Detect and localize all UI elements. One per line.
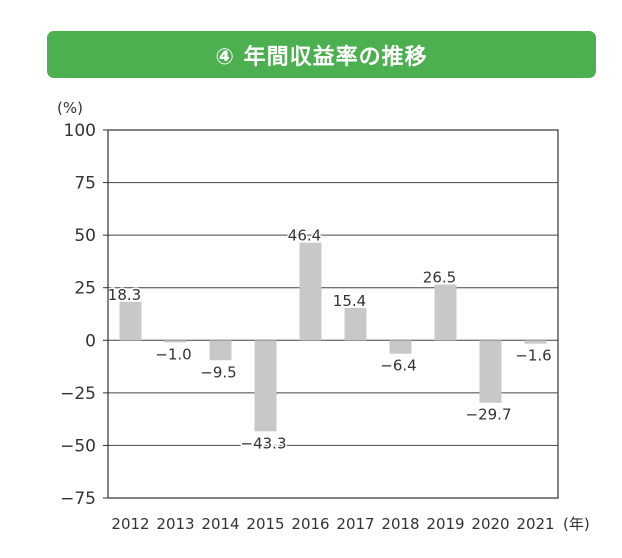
- bar: [254, 340, 277, 432]
- x-tick-label: 2020: [471, 515, 509, 533]
- bar: [524, 340, 547, 344]
- data-label: −29.7: [466, 406, 512, 424]
- y-tick-label: 75: [74, 174, 96, 194]
- y-tick-label: 50: [74, 226, 96, 246]
- x-tick-label: 2016: [291, 515, 329, 533]
- data-label: −6.4: [380, 357, 416, 375]
- data-label: −9.5: [200, 363, 236, 381]
- x-tick-label: 2013: [156, 515, 194, 533]
- data-labels: 18.3 −1.0 −9.5 −43.3 46.4 15.4 −6.4 26.5 −29.7 −1…: [106, 225, 553, 454]
- x-tick-label: 2018: [381, 515, 419, 533]
- title-banner: ④ 年間収益率の推移: [47, 31, 596, 78]
- y-tick-label: 25: [74, 279, 96, 299]
- y-tick-label: 0: [85, 331, 96, 351]
- data-label: −1.6: [515, 347, 551, 365]
- x-axis-ticks: 2012 2013 2014 2015 2016 2017 2018 2019 2020 2021: [111, 515, 554, 533]
- bar: [119, 301, 142, 341]
- x-tick-label: 2012: [111, 515, 149, 533]
- x-tick-label: 2015: [246, 515, 284, 533]
- chart-title: ④ 年間収益率の推移: [215, 44, 428, 70]
- bar: [164, 340, 187, 343]
- data-label: 26.5: [423, 269, 456, 287]
- y-tick-label: 100: [64, 121, 96, 141]
- plot-frame: [107, 129, 559, 499]
- x-axis-unit-label: (年): [563, 515, 590, 533]
- bar: [209, 340, 232, 361]
- data-label: 18.3: [108, 286, 141, 304]
- bar: [344, 307, 367, 341]
- x-tick-label: 2017: [336, 515, 374, 533]
- bar: [479, 340, 502, 403]
- y-tick-label: −50: [60, 436, 96, 456]
- data-label: 46.4: [288, 227, 321, 245]
- x-tick-label: 2019: [426, 515, 464, 533]
- y-axis-ticks: 100 75 50 25 0 −25 −50 −75: [60, 121, 108, 509]
- bar: [434, 284, 457, 341]
- data-label: 15.4: [333, 292, 366, 310]
- data-label: −1.0: [155, 345, 191, 363]
- x-tick-label: 2014: [201, 515, 239, 533]
- bar: [389, 340, 412, 354]
- y-tick-label: −75: [60, 489, 96, 509]
- bars: [119, 242, 547, 432]
- y-tick-label: −25: [60, 384, 96, 404]
- y-axis-unit-label: (%): [57, 99, 83, 117]
- data-label: −43.3: [241, 434, 287, 452]
- x-tick-label: 2021: [516, 515, 554, 533]
- bar: [299, 242, 322, 341]
